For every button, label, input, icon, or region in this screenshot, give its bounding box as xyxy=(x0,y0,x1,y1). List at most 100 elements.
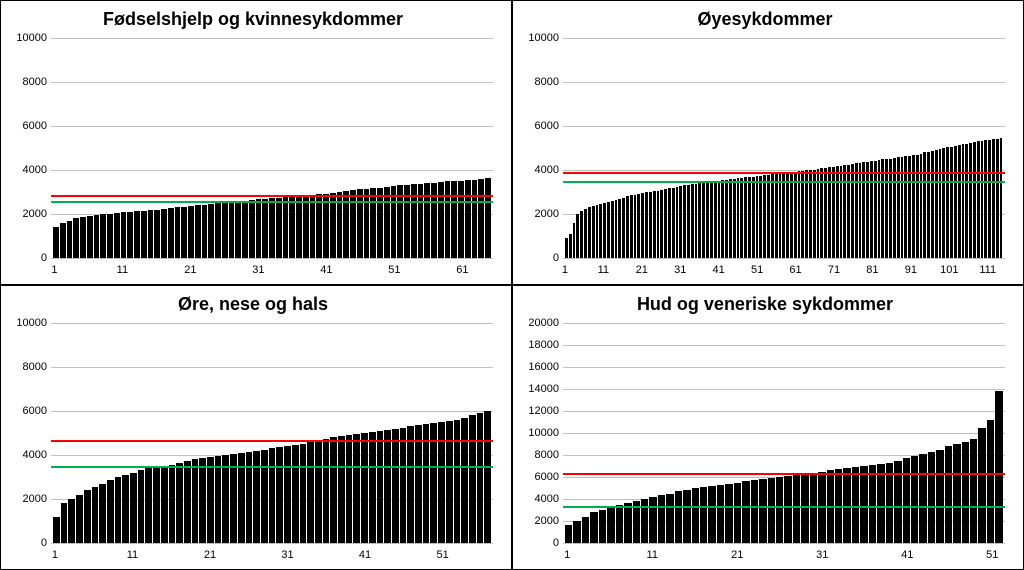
bar xyxy=(920,154,923,259)
bar xyxy=(748,177,751,258)
bar xyxy=(207,457,214,543)
bars xyxy=(51,323,493,543)
bar xyxy=(461,418,468,543)
bar xyxy=(181,207,187,258)
y-tick-label: 14000 xyxy=(519,383,559,395)
bar xyxy=(377,431,384,543)
bar xyxy=(195,205,201,258)
y-tick-label: 4000 xyxy=(7,449,47,461)
bar xyxy=(153,467,160,543)
bar xyxy=(161,466,168,543)
x-tick-label: 61 xyxy=(789,264,801,276)
bar xyxy=(330,437,337,543)
bar xyxy=(615,200,618,258)
bar xyxy=(645,192,648,258)
bar xyxy=(202,205,208,258)
green-line xyxy=(563,506,1005,508)
y-tick-label: 8000 xyxy=(519,76,559,88)
bar xyxy=(323,439,330,544)
bar xyxy=(168,208,174,258)
bar xyxy=(740,178,743,258)
bar xyxy=(919,454,926,543)
bar xyxy=(134,211,140,258)
y-tick-label: 8000 xyxy=(519,449,559,461)
bar xyxy=(840,166,843,258)
bar xyxy=(996,139,999,258)
x-tick-label: 31 xyxy=(816,549,828,561)
bar xyxy=(115,477,122,543)
bar xyxy=(485,178,491,258)
x-tick-label: 1 xyxy=(52,549,58,561)
bar xyxy=(658,495,665,543)
bar xyxy=(215,456,222,543)
bar xyxy=(981,141,984,258)
y-tick-label: 20000 xyxy=(519,317,559,329)
bar xyxy=(92,487,99,543)
bar xyxy=(793,475,800,543)
bar xyxy=(222,455,229,543)
x-tick-label: 21 xyxy=(204,549,216,561)
gridline xyxy=(51,258,493,259)
bar xyxy=(626,196,629,258)
bar xyxy=(756,176,759,258)
bar xyxy=(958,145,961,258)
y-tick-label: 6000 xyxy=(7,405,47,417)
bar xyxy=(316,194,322,258)
bar xyxy=(752,177,755,258)
bar xyxy=(733,179,736,258)
panel-br-plot: 0200040006000800010000120001400016000180… xyxy=(519,319,1009,563)
panel-tl: Fødselshjelp og kvinnesykdommer 02000400… xyxy=(0,0,512,285)
bar xyxy=(862,162,865,258)
x-tick-label: 11 xyxy=(647,549,658,561)
bar xyxy=(691,184,694,258)
bar xyxy=(649,192,652,258)
bar xyxy=(121,212,127,258)
bar xyxy=(945,446,952,543)
bar xyxy=(276,198,282,259)
bar xyxy=(242,201,248,258)
x-tick-label: 41 xyxy=(901,549,913,561)
bar xyxy=(384,187,390,258)
y-tick-label: 10000 xyxy=(7,317,47,329)
bar xyxy=(874,161,877,258)
bar xyxy=(161,209,167,258)
bar xyxy=(370,188,376,258)
bar xyxy=(107,214,113,258)
bar xyxy=(708,486,715,543)
y-tick-label: 6000 xyxy=(7,120,47,132)
y-tick-label: 4000 xyxy=(519,164,559,176)
bar xyxy=(866,162,869,258)
bar xyxy=(630,195,633,258)
bar xyxy=(454,420,461,543)
bar xyxy=(695,184,698,258)
bar xyxy=(1000,138,1003,258)
x-tick-label: 111 xyxy=(979,264,996,276)
bar xyxy=(588,207,591,258)
bar xyxy=(954,146,957,258)
bar xyxy=(624,503,631,543)
bar xyxy=(809,170,812,258)
bar xyxy=(384,430,391,543)
panel-tl-title: Fødselshjelp og kvinnesykdommer xyxy=(5,5,501,32)
red-line xyxy=(51,440,493,442)
bar xyxy=(988,140,991,258)
bar xyxy=(790,172,793,258)
bar xyxy=(734,483,741,544)
bar xyxy=(616,505,623,544)
bar xyxy=(660,190,663,258)
y-tick-label: 6000 xyxy=(519,120,559,132)
x-tick-label: 61 xyxy=(456,264,468,276)
y-tick-label: 6000 xyxy=(519,471,559,483)
bar xyxy=(911,456,918,543)
bar xyxy=(737,178,740,258)
bar xyxy=(357,189,363,258)
bar xyxy=(744,177,747,258)
bar xyxy=(235,201,241,258)
bar xyxy=(407,426,414,543)
y-tick-label: 2000 xyxy=(519,208,559,220)
bar xyxy=(478,179,484,258)
bar xyxy=(962,144,965,258)
bar xyxy=(603,203,606,258)
y-tick-label: 2000 xyxy=(7,208,47,220)
bar xyxy=(392,429,399,543)
